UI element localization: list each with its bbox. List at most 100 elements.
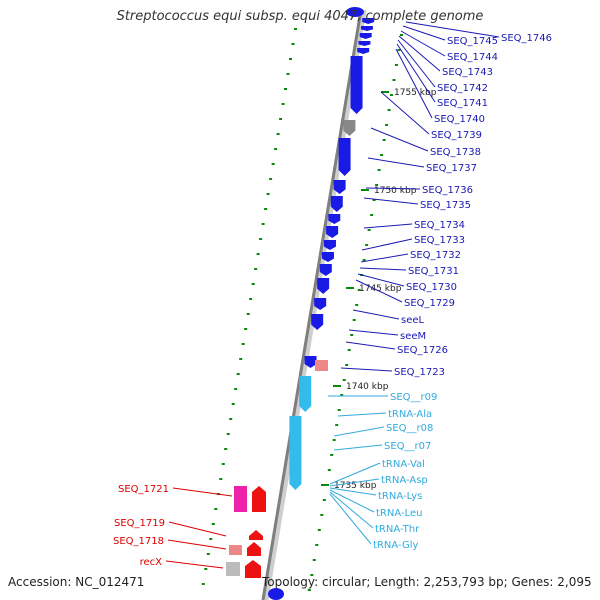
skew-dot	[345, 364, 349, 366]
gene-label: seeM	[400, 331, 426, 342]
gene-label: SEQ_1721	[118, 484, 169, 495]
label-connector	[380, 91, 430, 135]
skew-dot	[312, 559, 316, 561]
accession-text: Accession: NC_012471	[8, 575, 145, 589]
gene-feature	[317, 278, 330, 294]
gene-label: seeL	[401, 315, 425, 326]
tick-label: 1745 kbp	[359, 284, 402, 294]
skew-dot	[347, 349, 351, 351]
rna-label: tRNA-Thr	[375, 524, 420, 535]
gene-feature	[289, 416, 302, 490]
gc-dot	[256, 253, 260, 255]
gc-dot	[236, 373, 240, 375]
skew-dot	[307, 589, 311, 591]
gene-feature	[328, 214, 341, 224]
gene-label: SEQ_1723	[394, 367, 445, 378]
gene-features	[226, 7, 375, 600]
tick-mark	[346, 287, 354, 289]
page-title: Streptococcus equi subsp. equi 4047, com…	[116, 9, 484, 24]
gc-dot	[254, 268, 258, 270]
skew-dot	[350, 334, 354, 336]
gc-dot	[226, 433, 230, 435]
rna-label: tRNA-Leu	[376, 508, 422, 519]
genome-backbone	[261, 9, 367, 600]
label-connector	[355, 279, 403, 303]
label-connector	[402, 25, 446, 41]
gc-dot	[281, 103, 285, 105]
gene-label: SEQ_1745	[447, 36, 498, 47]
tick-mark	[361, 189, 369, 191]
gene-label: SEQ_1744	[447, 52, 498, 63]
gc-dot	[201, 583, 205, 585]
gene-feature	[319, 264, 332, 276]
gc-dot	[271, 163, 275, 165]
tick-mark	[321, 484, 329, 486]
label-connector	[329, 489, 375, 513]
gene-feature	[343, 120, 356, 136]
gc-dot	[241, 343, 245, 345]
label-connector	[329, 493, 372, 545]
gc-dot	[204, 568, 208, 570]
gene-feature	[333, 180, 346, 194]
gene-label: SEQ_1738	[430, 147, 481, 158]
skew-dot	[310, 574, 314, 576]
skew-dot	[362, 259, 366, 261]
gene-feature	[359, 33, 372, 39]
gene-feature	[315, 360, 328, 371]
label-connector	[361, 238, 413, 251]
skew-dot	[377, 169, 381, 171]
skew-dot	[335, 424, 339, 426]
skew-dot	[340, 394, 344, 396]
gc-dot	[206, 553, 210, 555]
label-connector	[400, 30, 446, 57]
skew-dot	[365, 244, 369, 246]
label-connector	[398, 35, 441, 72]
label-connector	[345, 341, 396, 350]
skew-dot	[392, 79, 396, 81]
gene-label: SEQ_1734	[414, 220, 465, 231]
label-connector	[333, 426, 385, 437]
skew-dot	[382, 139, 386, 141]
skew-dot	[320, 514, 324, 516]
gene-feature	[314, 298, 327, 310]
rna-label: tRNA-Asp	[381, 475, 428, 486]
gc-dot	[284, 88, 287, 90]
skew-dot	[332, 439, 336, 441]
label-connectors	[165, 21, 500, 569]
skew-dot	[372, 199, 376, 201]
gc-dot	[219, 478, 223, 480]
gene-feature	[321, 252, 334, 262]
rna-label: tRNA-Lys	[378, 491, 422, 502]
skew-dot	[397, 49, 401, 51]
rna-label: tRNA-Gly	[373, 540, 418, 551]
label-connector	[167, 539, 227, 550]
skew-dot	[317, 529, 321, 531]
tick-label: 1740 kbp	[346, 382, 389, 392]
gene-feature	[330, 196, 343, 212]
gene-label: SEQ_1733	[414, 235, 465, 246]
skew-dot	[385, 124, 389, 126]
skew-dot	[337, 409, 341, 411]
skew-dot	[327, 469, 331, 471]
gene-label: SEQ_1729	[404, 298, 455, 309]
skew-dot	[330, 454, 334, 456]
gene-label: SEQ_1730	[406, 282, 457, 293]
gc-dot	[229, 418, 233, 420]
label-connector	[395, 48, 433, 119]
skew-dot	[342, 379, 346, 381]
skew-dot	[400, 34, 403, 36]
gc-dot	[246, 313, 250, 315]
gc-dot	[261, 223, 265, 225]
gene-label: SEQ_1740	[434, 114, 485, 125]
label-connector	[333, 444, 383, 451]
skew-dot	[380, 154, 384, 156]
gene-label: SEQ_1743	[442, 67, 493, 78]
gene-label: SEQ_1731	[408, 266, 459, 277]
gc-dot	[276, 133, 280, 135]
gc-dot	[291, 43, 295, 45]
position-ticks: 1755 kbp 1750 kbp 1745 kbp 1740 kbp 1735 kbp	[321, 88, 437, 491]
label-connector	[165, 560, 224, 569]
gc-dot	[269, 178, 273, 180]
label-connector	[348, 329, 399, 336]
label-connector	[367, 157, 425, 168]
